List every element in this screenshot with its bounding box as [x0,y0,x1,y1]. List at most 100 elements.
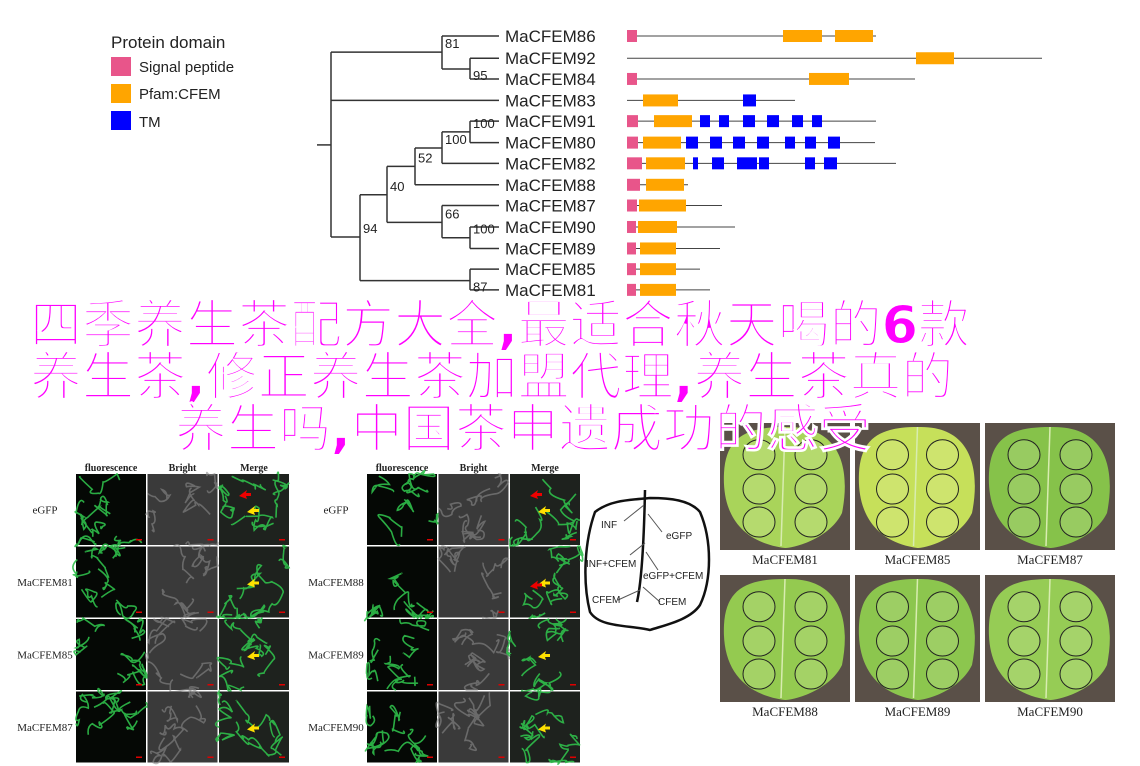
cell-outline [452,628,513,691]
leaf [988,426,1110,548]
row-label: MaCFEM85 [17,650,73,662]
scale-bar [427,684,433,686]
infiltration-circle [794,439,828,471]
overlay-title-line1: 四季养生茶配方大全,最适合秋天喝的6款 [30,296,971,356]
column-header: Bright [460,463,488,474]
yellow-arrow [247,506,259,515]
tm-domain [805,157,815,170]
leaf-vein [1045,578,1051,699]
infiltration-circle [876,591,909,623]
tm-domain [700,115,710,128]
tm-domain [792,115,803,128]
leaf [988,578,1110,700]
yellow-arrow [247,578,259,588]
leaf [723,578,845,700]
scale-bar [279,756,285,758]
row-label: eGFP [32,505,57,517]
yellow-arrow [538,651,550,660]
infiltration-circle [1059,506,1093,538]
cell-outline [365,619,430,691]
leaf-label: MaCFEM86 [505,27,596,46]
tm-domain [757,136,769,149]
legend-swatch-cfem [111,84,131,103]
scale-bar [207,611,214,613]
bootstrap-label: 87 [473,280,487,295]
column-header: fluorescence [85,463,138,474]
infiltration-circle [876,625,909,657]
leaf-vein [1045,426,1051,547]
tm-domain [805,136,816,149]
bootstrap-label: 94 [363,221,377,236]
overlay-title-line3: 养生吗,中国茶申遗成功的感受 [175,400,872,460]
cell-outline [218,471,290,532]
column-header: fluorescence [376,463,429,474]
infiltration-circle [926,591,959,623]
leaf-label: MaCFEM88 [505,176,596,195]
signal-peptide-domain [627,72,637,85]
tm-domain [828,136,840,149]
scale-bar [207,684,214,686]
fluorescence-panel [367,619,437,690]
scale-bar [279,539,285,541]
cell-outline [215,544,291,620]
infiltration-circle [926,439,959,471]
leaf-photo-label: MaCFEM90 [1017,704,1083,719]
tm-domain [710,136,722,149]
infiltration-circle [1007,473,1041,505]
infiltration-circle [926,658,959,690]
scale-bar [570,539,576,541]
infiltration-circle [742,439,776,471]
column-header: Merge [531,463,559,474]
cell-outline [364,703,429,764]
cfem-domain [916,52,954,65]
leaf-label: MaCFEM87 [505,197,596,216]
bootstrap-label: 100 [473,116,495,131]
diagram-label: eGFP+CFEM [643,571,703,582]
bootstrap-label: 81 [445,36,459,51]
infiltration-circle [742,625,776,657]
cfem-domain [640,283,676,296]
cell-outline [371,469,440,547]
infiltration-circle [794,625,828,657]
leaf-label: MaCFEM91 [505,112,596,131]
leaf-label: MaCFEM82 [505,154,596,173]
leaf-label: MaCFEM90 [505,218,596,237]
bootstrap-label: 100 [473,222,495,237]
infiltration-circle [876,658,909,690]
infiltration-circle [1059,625,1093,657]
infiltration-circle [742,658,776,690]
leaf-midrib [635,489,647,603]
leaf-photo-label: MaCFEM87 [1017,552,1083,567]
cell-outline [161,543,220,619]
infiltration-circle [1007,658,1041,690]
cfem-domain [640,242,676,255]
cfem-domain [654,115,692,128]
bootstrap-label: 52 [418,150,432,165]
scale-bar [279,684,285,686]
legend-swatch-tm [111,111,131,130]
infiltration-circle [794,591,828,623]
bootstrap-label: 100 [445,132,467,147]
cell-outline [144,471,219,548]
row-label: MaCFEM90 [308,722,364,734]
yellow-arrow [538,723,550,733]
cfem-domain [638,220,677,233]
leaf-infiltration-diagram: INF eGFP INF+CFEM eGFP+CFEM CFEM CFEM [584,489,711,632]
signal-peptide-domain [627,242,636,255]
cfem-domain [640,263,676,276]
cell-outline [519,688,581,766]
infiltration-circle [742,591,776,623]
leaf [858,578,975,700]
leaf-label: MaCFEM84 [505,70,596,89]
tm-domain [686,136,698,149]
scale-bar [279,611,285,613]
column-header: Bright [169,463,197,474]
bootstrap-label: 66 [445,206,459,221]
cfem-domain [639,199,686,212]
leaf-outline [584,496,711,632]
scale-bar [427,539,433,541]
leader-line [647,513,663,533]
infiltration-circle [1059,591,1093,623]
row-label: eGFP [323,505,348,517]
overlay-title-line2: 养生茶,修正养生茶加盟代理,养生茶真的 [30,348,955,408]
